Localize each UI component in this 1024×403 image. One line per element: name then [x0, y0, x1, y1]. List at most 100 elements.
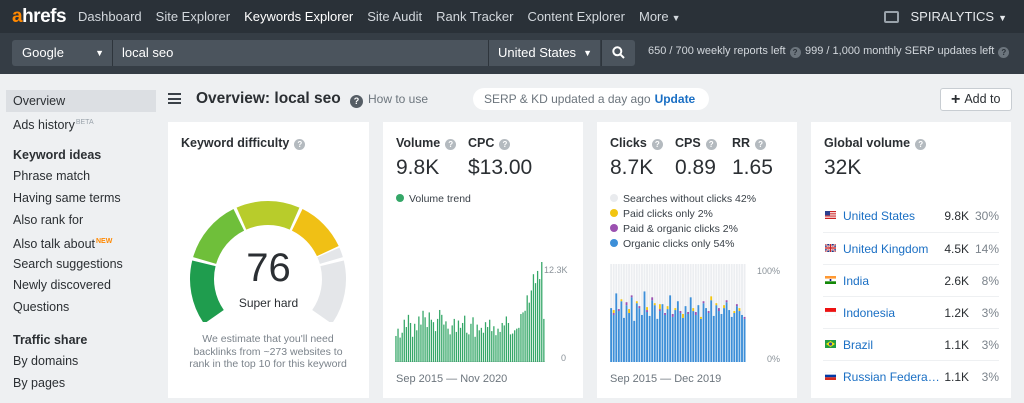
- help-icon[interactable]: ?: [651, 139, 663, 150]
- clicks-bar-paid-organic: [664, 313, 666, 315]
- global-volume-value: 32K: [824, 156, 862, 179]
- legend-label: Organic clicks only 54%: [623, 238, 735, 250]
- country-link[interactable]: India: [843, 274, 870, 288]
- add-to-button[interactable]: + Add to: [940, 88, 1012, 111]
- sidebar-item-questions[interactable]: Questions: [13, 300, 70, 314]
- help-icon: ?: [350, 95, 363, 108]
- cps-label: CPS: [675, 136, 701, 150]
- country-link[interactable]: United States: [843, 209, 916, 223]
- sidebar-item-also-rank-for[interactable]: Also rank for: [13, 213, 84, 227]
- volume-bar: [459, 327, 462, 362]
- sidebar-item-overview[interactable]: Overview: [6, 90, 156, 112]
- nav-item-dashboard[interactable]: Dashboard: [78, 9, 142, 24]
- volume-bar: [530, 290, 532, 362]
- nav-item-rank-tracker[interactable]: Rank Tracker: [436, 9, 514, 24]
- more-menu[interactable]: More ▼: [639, 9, 681, 24]
- help-icon[interactable]: ?: [915, 139, 927, 150]
- legend-no-clicks: Searches without clicks 42%: [610, 193, 756, 205]
- clicks-bar-organic: [625, 305, 628, 362]
- sidebar-item-phrase-match[interactable]: Phrase match: [13, 169, 91, 183]
- country-link[interactable]: Brazil: [843, 338, 874, 352]
- volume-bar: [499, 331, 501, 362]
- page-title: Overview: local seo: [196, 90, 341, 107]
- search-button[interactable]: [601, 40, 635, 66]
- sidebar-item-by-pages[interactable]: By pages: [13, 376, 66, 390]
- volume-bar: [468, 334, 470, 362]
- volume-bar: [478, 330, 480, 362]
- search-engine-select[interactable]: Google ▼: [12, 40, 112, 66]
- clicks-bar-paid: [635, 301, 638, 304]
- clicks-bar-paid-organic: [694, 312, 697, 315]
- volume-bar: [522, 312, 524, 362]
- help-icon[interactable]: ?: [294, 139, 306, 150]
- help-icon[interactable]: ?: [499, 139, 511, 150]
- update-link[interactable]: Update: [654, 92, 696, 106]
- country-link[interactable]: United Kingdom: [843, 242, 929, 256]
- country-link[interactable]: Indonesia: [843, 306, 896, 320]
- sidebar-item-newly-discovered[interactable]: Newly discovered: [13, 278, 111, 292]
- clicks-bar-paid: [666, 306, 669, 310]
- clicks-bar-paid: [682, 313, 684, 318]
- clicks-bar-organic: [684, 306, 687, 362]
- country-select[interactable]: United States ▼: [488, 40, 600, 66]
- volume-bar: [424, 317, 426, 362]
- clicks-bar-organic: [648, 315, 651, 362]
- green-dot-icon: [396, 194, 404, 202]
- clicks-bar-organic: [723, 308, 725, 362]
- nav-item-content-explorer[interactable]: Content Explorer: [527, 9, 625, 24]
- sidebar-item-ads-history[interactable]: Ads historyBETA: [6, 112, 101, 134]
- volume-bar: [422, 310, 424, 362]
- country-volume: 1.1K: [944, 370, 969, 384]
- gauge-segment-empty: [317, 247, 343, 264]
- account-menu[interactable]: SPIRALYTICS ▼: [911, 9, 1007, 24]
- sidebar-item-having-same-terms[interactable]: Having same terms: [13, 191, 121, 205]
- clicks-bar-organic: [610, 308, 613, 362]
- how-to-use-link[interactable]: ? How to use: [350, 92, 428, 108]
- clicks-bar-paid-organic: [630, 295, 633, 298]
- sidebar-item-by-domains[interactable]: By domains: [13, 354, 79, 368]
- clicks-bar-organic: [705, 308, 708, 362]
- menu-icon[interactable]: [168, 93, 181, 104]
- clicks-chart: [610, 264, 746, 362]
- clicks-bar-no-click: [671, 264, 674, 362]
- nav-item-keywords-explorer[interactable]: Keywords Explorer: [244, 9, 354, 24]
- clicks-bar-paid: [700, 316, 702, 319]
- volume-bar: [474, 336, 476, 362]
- country-volume: 9.8K: [944, 209, 969, 223]
- country-percent: 14%: [974, 242, 999, 256]
- help-icon[interactable]: ?: [755, 139, 767, 150]
- keyword-input[interactable]: local seo: [112, 40, 488, 66]
- country-link[interactable]: Russian Federat…: [843, 370, 943, 384]
- clicks-bar-organic: [725, 302, 728, 362]
- clicks-bar-organic: [710, 300, 713, 362]
- monitor-icon[interactable]: [883, 10, 899, 23]
- nav-item-site-explorer[interactable]: Site Explorer: [155, 9, 231, 24]
- sidebar-item-also-talk-about[interactable]: Also talk aboutNEW: [6, 231, 119, 253]
- clicks-y-min: 0%: [767, 354, 781, 364]
- cpc-label: CPC: [468, 136, 495, 150]
- engine-value: Google: [22, 45, 64, 60]
- clicks-bar-paid-organic: [625, 302, 628, 306]
- volume-bar: [416, 330, 418, 362]
- help-icon[interactable]: ?: [998, 47, 1010, 58]
- clicks-bar-paid-organic: [651, 297, 654, 301]
- clicks-date-range: Sep 2015 — Dec 2019: [610, 373, 722, 385]
- ahrefs-logo[interactable]: a hrefs: [12, 6, 67, 28]
- sidebar-item-search-suggestions[interactable]: Search suggestions: [13, 257, 123, 271]
- cps-value: 0.89: [675, 156, 716, 179]
- gauge-segment-filled: [190, 260, 224, 322]
- nav-item-site-audit[interactable]: Site Audit: [367, 9, 423, 24]
- help-icon[interactable]: ?: [705, 139, 717, 150]
- volume-bar: [476, 324, 478, 362]
- help-icon[interactable]: ?: [789, 47, 801, 58]
- legend-paid-organic: Paid & organic clicks 2%: [610, 223, 738, 235]
- help-icon[interactable]: ?: [445, 139, 457, 150]
- clicks-bar-organic: [707, 313, 710, 362]
- volume-bar: [405, 327, 407, 362]
- kd-title-text: Keyword difficulty: [181, 136, 290, 150]
- volume-bar: [411, 336, 414, 362]
- clicks-bar-paid-organic: [679, 311, 682, 313]
- volume-bar: [511, 333, 514, 362]
- clicks-bar-organic: [694, 314, 697, 362]
- us-flag-icon: [825, 211, 836, 219]
